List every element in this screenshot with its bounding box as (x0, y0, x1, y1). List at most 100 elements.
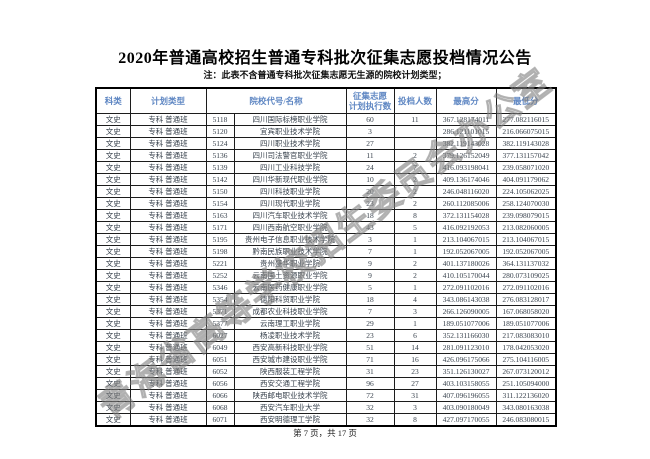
header-plan-count-line1: 征集志愿 (352, 90, 387, 101)
cell-college-name: 黔南民族职业技术学院 (233, 244, 347, 258)
cell-max-score: 260.112085006 (435, 196, 497, 210)
cell-college-code: 5163 (205, 208, 235, 222)
cell-max-score: 189.051077006 (435, 316, 497, 330)
cell-plan-count: 5 (345, 280, 395, 294)
cell-max-score: 403.103158055 (435, 376, 497, 390)
cell-min-score: 246.083080015 (495, 412, 557, 426)
table-row: 文史 专科 普通班 5346 云南医药健康职业学院 5 1 272.091102… (95, 280, 557, 294)
cell-college-name: 四川汽车职业技术学院 (233, 208, 347, 222)
cell-category: 文史 (95, 388, 131, 402)
cell-filed-count: 2 (393, 256, 437, 270)
cell-max-score: 410.105170044 (435, 268, 497, 282)
cell-college-name: 四川工业科技学院 (233, 160, 347, 174)
cell-plan-type: 专科 普通班 (129, 280, 207, 294)
table-row: 文史 专科 普通班 5139 四川工业科技学院 24 7 416.0931980… (95, 160, 557, 174)
cell-college-code: 6071 (205, 412, 235, 426)
cell-category: 文史 (95, 172, 131, 186)
cell-min-score: 239.058071020 (495, 160, 557, 174)
cell-min-score: 343.080163038 (495, 400, 557, 414)
cell-max-score: 401.137180026 (435, 256, 497, 270)
cell-max-score: 416.093198041 (435, 160, 497, 174)
cell-max-score: 351.126130027 (435, 364, 497, 378)
cell-min-score: 217.083083010 (495, 328, 557, 342)
cell-min-score: 364.131137032 (495, 256, 557, 270)
cell-college-code: 6027 (205, 328, 235, 342)
cell-plan-type: 专科 普通班 (129, 340, 207, 354)
cell-min-score: 377.131157042 (495, 148, 557, 162)
cell-min-score: 382.119143028 (495, 136, 557, 150)
header-plan-type: 计划类型 (129, 87, 207, 114)
table-header-row: 科类 计划类型 院校代号/名称 征集志愿 计划执行数 投档人数 最高分 最低分 (95, 87, 557, 114)
table-row: 文史 专科 普通班 6068 西安汽车职业大学 32 3 403.0901800… (95, 400, 557, 414)
cell-plan-type: 专科 普通班 (129, 208, 207, 222)
cell-category: 文史 (95, 160, 131, 174)
cell-plan-count: 23 (345, 328, 395, 342)
cell-category: 文史 (95, 364, 131, 378)
header-plan-count: 征集志愿 计划执行数 (345, 87, 395, 114)
cell-plan-type: 专科 普通班 (129, 388, 207, 402)
cell-max-score: 281.091123010 (435, 340, 497, 354)
admission-table: 科类 计划类型 院校代号/名称 征集志愿 计划执行数 投档人数 最高分 最低分 … (95, 87, 557, 427)
cell-max-score: 403.090180049 (435, 400, 497, 414)
cell-college-name: 西安交通工程学院 (233, 376, 347, 390)
cell-plan-type: 专科 普通班 (129, 232, 207, 246)
cell-max-score: 343.086143038 (435, 292, 497, 306)
cell-category: 文史 (95, 268, 131, 282)
cell-college-name: 西安城市建设职业学院 (233, 352, 347, 366)
cell-filed-count: 2 (393, 268, 437, 282)
table-row: 文史 专科 普通班 6066 陕西邮电职业技术学院 72 31 407.0961… (95, 388, 557, 402)
cell-plan-type: 专科 普通班 (129, 328, 207, 342)
table-row: 文史 专科 普通班 5136 四川司法警官职业学院 11 2 379.12615… (95, 148, 557, 162)
cell-plan-count: 51 (345, 340, 395, 354)
cell-plan-type: 专科 普通班 (129, 124, 207, 138)
cell-category: 文史 (95, 328, 131, 342)
cell-min-score: 280.073109025 (495, 268, 557, 282)
table-row: 文史 专科 普通班 6051 西安城市建设职业学院 71 16 426.0961… (95, 352, 557, 366)
cell-college-name: 德阳科贸职业学院 (233, 292, 347, 306)
cell-filed-count: 14 (393, 340, 437, 354)
cell-min-score: 213.082060005 (495, 220, 557, 234)
cell-max-score: 379.126152049 (435, 148, 497, 162)
cell-college-code: 5171 (205, 220, 235, 234)
cell-college-code: 6052 (205, 364, 235, 378)
cell-filed-count: 2 (393, 184, 437, 198)
cell-filed-count: 1 (393, 280, 437, 294)
page-title: 2020年普通高校招生普通专科批次征集志愿投档情况公告 (118, 50, 532, 67)
cell-college-name: 宜宾职业技术学院 (233, 124, 347, 138)
cell-max-score: 372.131154028 (435, 208, 497, 222)
cell-plan-count: 27 (345, 136, 395, 150)
cell-plan-count: 20 (345, 184, 395, 198)
cell-college-code: 5354 (205, 292, 235, 306)
table-row: 文史 专科 普通班 5354 德阳科贸职业学院 18 4 343.0861430… (95, 292, 557, 306)
cell-college-name: 陕西邮电职业技术学院 (233, 388, 347, 402)
cell-plan-count: 71 (345, 352, 395, 366)
cell-max-score: 416.092192053 (435, 220, 497, 234)
cell-plan-type: 专科 普通班 (129, 160, 207, 174)
cell-category: 文史 (95, 220, 131, 234)
table-row: 文史 专科 普通班 6027 杨凌职业技术学院 23 6 352.1311660… (95, 328, 557, 342)
cell-filed-count: 27 (393, 376, 437, 390)
cell-plan-count: 10 (345, 172, 395, 186)
table-row: 文史 专科 普通班 5198 黔南民族职业技术学院 7 1 192.052067… (95, 244, 557, 258)
cell-plan-count: 3 (345, 232, 395, 246)
cell-college-name: 成都农业科技职业学院 (233, 304, 347, 318)
cell-college-name: 西安高新科技职业学院 (233, 340, 347, 354)
cell-plan-count: 9 (345, 268, 395, 282)
cell-filed-count: 3 (393, 304, 437, 318)
cell-max-score: 286.121101015 (435, 124, 497, 138)
cell-college-code: 5221 (205, 256, 235, 270)
cell-college-code: 5195 (205, 232, 235, 246)
cell-min-score: 239.098079015 (495, 208, 557, 222)
cell-max-score: 246.048116020 (435, 184, 497, 198)
cell-college-name: 云南国土资源职业学院 (233, 268, 347, 282)
cell-max-score: 409.136174046 (435, 172, 497, 186)
cell-category: 文史 (95, 400, 131, 414)
cell-min-score: 213.104067015 (495, 232, 557, 246)
cell-filed-count: 1 (393, 244, 437, 258)
cell-category: 文史 (95, 292, 131, 306)
cell-min-score: 276.083128017 (495, 292, 557, 306)
table-row: 文史 专科 普通班 5120 宜宾职业技术学院 3 286.121101015 … (95, 124, 557, 138)
cell-college-name: 四川华新现代职业学院 (233, 172, 347, 186)
cell-plan-count: 32 (345, 412, 395, 426)
